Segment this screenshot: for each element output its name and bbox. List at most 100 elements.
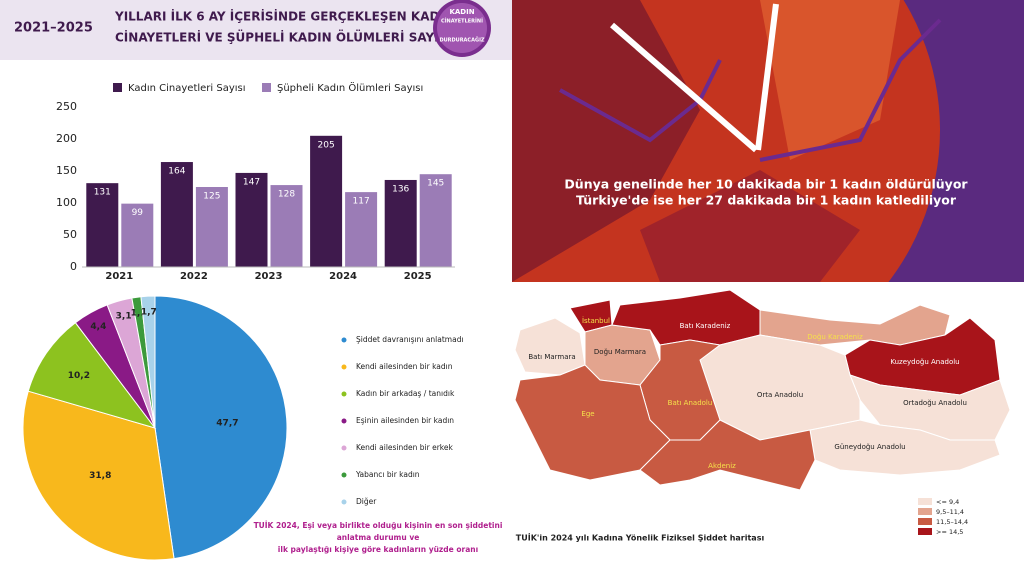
map-legend-label: >= 14,5 — [936, 528, 963, 536]
illustration-shape — [760, 0, 900, 160]
map-region — [639, 419, 816, 491]
header-years: 2021–2025 — [14, 21, 93, 36]
y-tick-label: 50 — [63, 228, 77, 241]
map-region-label: Doğu Karadeniz — [807, 333, 863, 341]
bar — [310, 135, 343, 267]
clock-hand — [755, 3, 779, 151]
map-legend-swatch — [918, 528, 932, 535]
bar — [160, 162, 193, 267]
bar-value-label: 205 — [318, 140, 335, 150]
pie-slice — [154, 295, 288, 560]
pie-value-label: 47,7 — [216, 418, 238, 428]
x-tick-label: 2023 — [255, 271, 283, 282]
pie-value-label: 4,4 — [90, 322, 106, 332]
bar — [384, 179, 417, 267]
legend-label: Eşinin ailesinden bir kadın — [356, 416, 454, 425]
pie-slice — [22, 390, 175, 561]
legend-label: Şiddet davranışını anlatmadı — [356, 335, 464, 344]
map-legend-swatch — [918, 508, 932, 515]
x-tick-label: 2025 — [404, 271, 432, 282]
map-region-label: Batı Karadeniz — [680, 322, 731, 330]
map-caption: TUİK'in 2024 yılı Kadına Yönelik Fizikse… — [516, 533, 765, 543]
legend-swatch — [341, 499, 347, 505]
legend-swatch — [341, 364, 347, 370]
legend-label: Kendi ailesinden bir kadın — [356, 362, 453, 371]
x-tick-label: 2021 — [105, 271, 133, 282]
pie-slice — [140, 295, 156, 429]
legend-label: Kadın bir arkadaş / tanıdık — [356, 389, 455, 398]
map-region-label: Ortadoğu Anadolu — [903, 399, 967, 407]
map-region-label: Orta Anadolu — [757, 391, 803, 399]
header-title: YILLARI İLK 6 AY İÇERİSİNDE GERÇEKLEŞEN … — [114, 9, 454, 24]
bar-value-label: 147 — [243, 177, 260, 187]
legend-swatch — [341, 472, 347, 478]
legend-label: Kadın Cinayetleri Sayısı — [128, 83, 246, 94]
illustration-shape — [512, 0, 700, 282]
map-legend-label: 11,5–14,4 — [936, 518, 968, 526]
logo-text: CİNAYETLERİNİ — [441, 18, 483, 25]
bar-value-label: 128 — [278, 190, 295, 200]
legend-label: Yabancı bir kadın — [355, 470, 420, 479]
legend-swatch — [341, 337, 347, 343]
y-tick-label: 200 — [56, 132, 77, 145]
y-tick-label: 100 — [56, 196, 77, 209]
bar-value-label: 125 — [203, 192, 220, 202]
pie-value-label: 10,2 — [68, 371, 90, 381]
map-region-label: Doğu Marmara — [594, 348, 646, 356]
pie-note: TUİK 2024, Eşi veya birlikte olduğu kişi… — [254, 521, 503, 530]
bar-value-label: 164 — [168, 167, 185, 177]
bar — [235, 172, 268, 267]
header-band — [0, 0, 512, 60]
legend-label: Diğer — [356, 497, 377, 506]
y-tick-label: 150 — [56, 164, 77, 177]
map-legend-label: 9,5–11,4 — [936, 508, 964, 516]
bar — [121, 203, 154, 267]
bar — [195, 187, 228, 267]
pie-slice — [27, 321, 157, 429]
illustration — [512, 0, 1024, 282]
map-region — [849, 374, 1011, 441]
bar — [86, 183, 119, 267]
legend-label: Kendi ailesinden bir erkek — [356, 443, 453, 452]
bar-value-label: 117 — [353, 197, 370, 207]
map-region-label: İstanbul — [582, 316, 610, 325]
x-tick-label: 2024 — [329, 271, 357, 282]
legend-swatch — [113, 83, 122, 92]
map-region-label: Batı Marmara — [528, 353, 575, 361]
legend-swatch — [341, 445, 347, 451]
clock-hand — [610, 22, 758, 153]
map-region — [809, 419, 1001, 476]
bar-value-label: 99 — [132, 208, 144, 218]
legend-label: Şüpheli Kadın Ölümleri Sayısı — [277, 81, 423, 94]
pie-note: ilk paylaştığı kişiye göre kadınların yü… — [278, 545, 478, 554]
map-legend-label: <= 9,4 — [936, 498, 959, 506]
x-tick-label: 2022 — [180, 271, 208, 282]
map-region-label: Kuzeydoğu Anadolu — [890, 358, 959, 366]
legend-swatch — [262, 83, 271, 92]
logo — [437, 3, 487, 53]
map-region-label: Batı Anadolu — [668, 399, 713, 407]
pie-value-label: 31,8 — [89, 471, 111, 481]
header-title: CİNAYETLERİ VE ŞÜPHELİ KADIN ÖLÜMLERİ SA… — [115, 30, 452, 45]
pie-value-label: 3,1 — [116, 312, 132, 322]
illustration-shape — [640, 170, 860, 282]
map-legend-swatch — [918, 518, 932, 525]
y-tick-label: 0 — [70, 260, 77, 273]
map-legend-swatch — [918, 498, 932, 505]
map-region — [514, 317, 586, 376]
pie-value-label: 1,1 — [131, 308, 147, 318]
bar — [345, 192, 378, 267]
bar-value-label: 145 — [427, 179, 444, 189]
y-tick-label: 250 — [56, 100, 77, 113]
logo-text: DURDURACAĞIZ — [439, 37, 484, 44]
pie-value-label: 1,7 — [141, 308, 157, 318]
illustration-crack — [759, 18, 942, 162]
logo-text: KADIN — [449, 8, 474, 16]
map-region-label: Ege — [581, 410, 594, 418]
legend-swatch — [341, 391, 347, 397]
bar — [270, 185, 303, 267]
illustration-text: Türkiye'de ise her 27 dakikada bir 1 kad… — [576, 193, 957, 208]
bar — [419, 174, 452, 267]
legend-swatch — [341, 418, 347, 424]
